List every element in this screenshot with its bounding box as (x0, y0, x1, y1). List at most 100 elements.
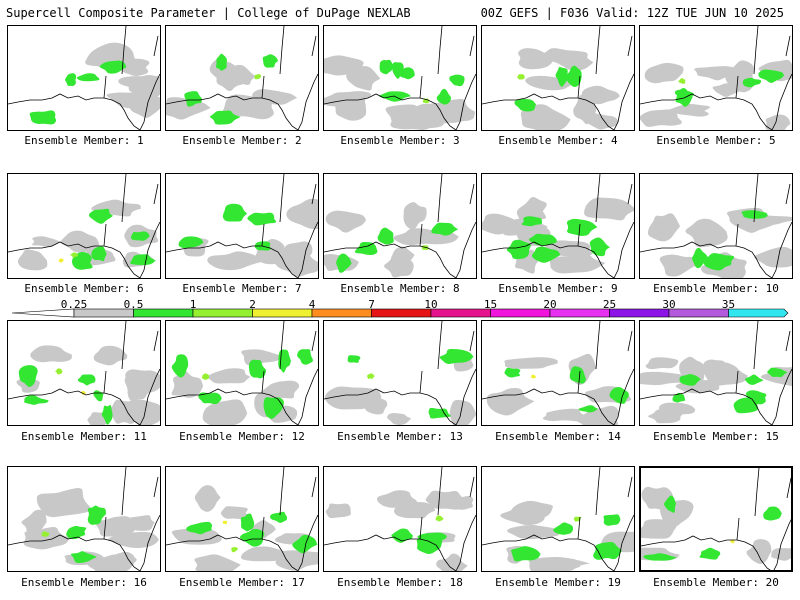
ensemble-member-map[interactable] (481, 25, 635, 131)
ensemble-member-map[interactable] (7, 320, 161, 426)
scp-contour-shape (124, 399, 160, 425)
coastline (297, 73, 318, 130)
scp-contour-shape (76, 73, 100, 82)
coastline (324, 93, 457, 130)
scp-contour-shape (672, 392, 686, 403)
map-canvas (166, 174, 318, 278)
scp-contour-shape (729, 539, 735, 544)
scp-contour-shape (745, 374, 764, 385)
scp-contour-shape (194, 554, 241, 571)
scp-contour-shape (95, 516, 140, 537)
scp-contour-shape (668, 104, 711, 117)
coastline (8, 534, 141, 571)
ensemble-member-map[interactable] (7, 25, 161, 131)
coastline (324, 534, 457, 571)
map-canvas (482, 174, 634, 278)
coastline (613, 73, 634, 130)
map-canvas (166, 26, 318, 130)
scp-contour-shape (553, 522, 573, 535)
map-canvas (641, 468, 791, 570)
scp-contour-shape (93, 390, 104, 402)
colorbar-tick-label: 7 (368, 298, 375, 311)
scp-contour-shape (516, 196, 547, 224)
coastline (613, 514, 634, 571)
scp-contour-shape (436, 88, 451, 105)
scp-contour-shape (521, 216, 543, 227)
scp-contour-shape (400, 67, 415, 80)
scp-contour-shape (239, 528, 265, 547)
state-border-line (577, 26, 633, 99)
scp-contour-shape (18, 365, 38, 387)
map-canvas (640, 321, 792, 425)
coastline (613, 221, 634, 278)
ensemble-member-label: Ensemble Member: 13 (337, 430, 463, 443)
scp-contour-shape (578, 405, 599, 413)
map-canvas (8, 174, 160, 278)
scp-contour-shape (439, 348, 474, 364)
ensemble-member-map[interactable] (639, 466, 793, 572)
scp-contour-shape (216, 53, 227, 71)
coastline (8, 93, 141, 130)
ensemble-member-map[interactable] (323, 173, 477, 279)
ensemble-member-map[interactable] (481, 466, 635, 572)
scp-contour-shape (416, 535, 443, 555)
scp-contour-shape (292, 534, 318, 554)
scp-contour-shape (584, 197, 634, 221)
ensemble-member-map[interactable] (481, 173, 635, 279)
scp-contour-shape (222, 94, 274, 120)
ensemble-member-map[interactable] (323, 25, 477, 131)
scp-contour-shape (511, 546, 541, 562)
ensemble-member-map[interactable] (323, 320, 477, 426)
scp-contour-shape (263, 397, 284, 419)
colorbar-tick-label: 0.25 (60, 298, 88, 311)
scp-contour-shape (504, 357, 558, 369)
coastline (455, 221, 476, 278)
coastline (455, 514, 476, 571)
scp-contour-shape (220, 506, 249, 520)
scp-contour-shape (231, 547, 238, 553)
ensemble-member-label: Ensemble Member: 20 (653, 576, 779, 589)
scp-contour-shape (706, 362, 748, 387)
ensemble-member-label: Ensemble Member: 9 (498, 282, 618, 295)
ensemble-member-map[interactable] (639, 320, 793, 426)
scp-contour-shape (366, 373, 375, 379)
ensemble-member-map[interactable] (639, 173, 793, 279)
scp-contour-shape (248, 359, 267, 379)
state-border-line (577, 174, 633, 247)
map-canvas (166, 321, 318, 425)
scp-contour-shape (563, 53, 594, 71)
scp-contour-shape (520, 104, 571, 130)
ensemble-member-map[interactable] (165, 173, 319, 279)
scp-contour-shape (171, 371, 204, 398)
scp-contour-shape (390, 246, 415, 264)
ensemble-member-map[interactable] (165, 25, 319, 131)
ensemble-member-map[interactable] (7, 173, 161, 279)
scp-contour-shape (529, 557, 581, 571)
coastline (166, 388, 299, 425)
scp-contour-shape (99, 60, 127, 74)
coastline (8, 241, 141, 278)
scp-contour-shape (428, 407, 451, 419)
scp-contour-shape (763, 506, 782, 521)
map-canvas (482, 26, 634, 130)
scp-contour-shape (746, 539, 772, 564)
scp-contour-shape (514, 98, 536, 112)
scp-contour-shape (297, 349, 313, 365)
map-canvas (640, 174, 792, 278)
state-border-line (419, 467, 475, 540)
ensemble-member-map[interactable] (7, 466, 161, 572)
state-border-line (419, 26, 475, 99)
scp-contour-shape (55, 368, 63, 375)
ensemble-member-map[interactable] (165, 320, 319, 426)
scp-contour-shape (271, 550, 318, 571)
ensemble-member-map[interactable] (481, 320, 635, 426)
ensemble-member-map[interactable] (323, 466, 477, 572)
scp-contour-shape (517, 74, 525, 80)
ensemble-member-map[interactable] (639, 25, 793, 131)
scp-contour-shape (29, 110, 57, 125)
scp-contour-shape (186, 521, 213, 535)
coastline (773, 519, 791, 570)
colorbar-tick-label: 20 (543, 298, 557, 311)
ensemble-member-map[interactable] (165, 466, 319, 572)
